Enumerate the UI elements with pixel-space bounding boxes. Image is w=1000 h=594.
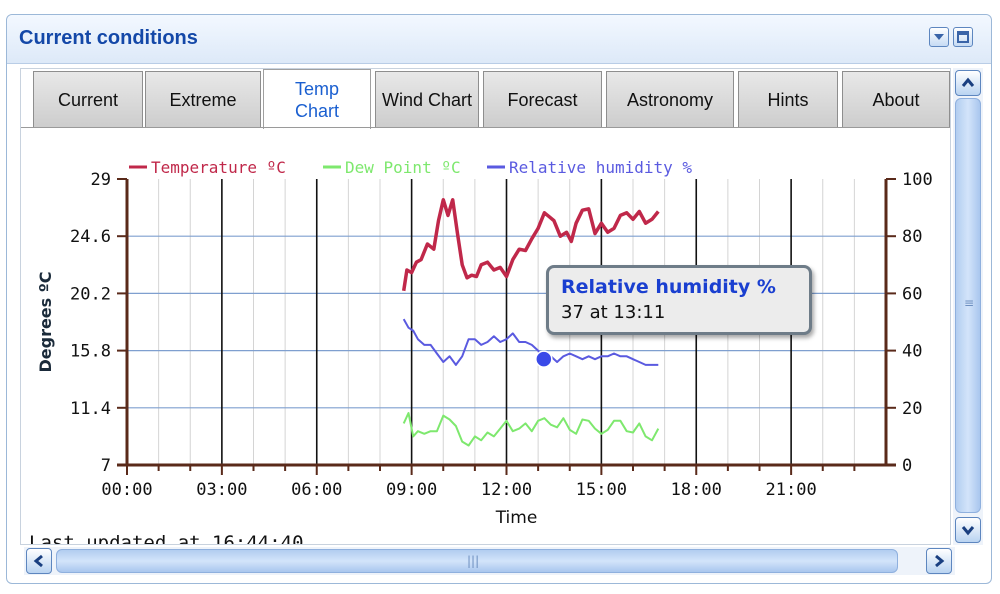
right-tick-label: 40 — [902, 342, 922, 362]
tab-hints[interactable]: Hints — [738, 71, 838, 127]
x-tick-label: 21:00 — [766, 480, 817, 500]
legend-label: Temperature ºC — [151, 158, 286, 177]
highlight-point — [535, 350, 553, 368]
chevron-down-icon — [934, 34, 944, 40]
left-tick-label: 20.2 — [70, 284, 111, 304]
vertical-scroll-thumb[interactable]: ≡ — [955, 98, 981, 513]
tooltip-title: Relative humidity % — [561, 276, 776, 298]
x-tick-label: 06:00 — [291, 480, 342, 500]
tab-wind-chart[interactable]: Wind Chart — [375, 71, 479, 127]
x-tick-label: 09:00 — [386, 480, 437, 500]
scroll-down-button[interactable] — [955, 517, 981, 543]
scroll-left-button[interactable] — [26, 548, 52, 574]
panel-title: Current conditions — [19, 27, 198, 49]
horizontal-scroll-thumb[interactable]: ||| — [56, 549, 898, 573]
tab-extreme[interactable]: Extreme — [145, 71, 261, 127]
series-line-relative — [402, 318, 659, 366]
y-axis-label: Degrees ºC — [36, 271, 55, 372]
last-updated-text: Last updated at 16:44:40 — [29, 532, 304, 545]
scroll-right-button[interactable] — [926, 548, 952, 574]
current-conditions-panel: Current conditions Current Extreme Temp Ch… — [6, 14, 992, 584]
arrow-down-icon — [961, 526, 975, 536]
tab-divider — [21, 127, 950, 128]
left-tick-label: 11.4 — [70, 399, 111, 419]
legend-label: Relative humidity % — [509, 158, 692, 177]
legend-label: Dew Point ºC — [345, 158, 461, 177]
tab-about[interactable]: About — [842, 71, 950, 127]
x-tick-label: 00:00 — [101, 480, 152, 500]
x-tick-label: 15:00 — [576, 480, 627, 500]
title-bar: Current conditions — [7, 15, 991, 64]
arrow-up-icon — [961, 77, 975, 87]
tab-current[interactable]: Current — [33, 71, 143, 127]
scroll-up-button[interactable] — [955, 70, 981, 96]
series-line-temperature — [401, 198, 660, 292]
right-tick-label: 60 — [902, 284, 922, 304]
chart-tooltip: Relative humidity % 37 at 13:11 — [546, 265, 812, 335]
vertical-scrollbar[interactable]: ≡ — [953, 68, 983, 545]
right-tick-label: 0 — [902, 456, 912, 476]
left-tick-label: 24.6 — [70, 227, 111, 247]
x-tick-label: 03:00 — [196, 480, 247, 500]
horizontal-scrollbar[interactable]: ||| — [24, 547, 955, 575]
minimize-button[interactable] — [929, 27, 949, 47]
tooltip-value: 37 at 13:11 — [561, 302, 666, 323]
panel-content: Current Extreme Temp Chart Wind Chart Foreca… — [20, 68, 951, 545]
restore-button[interactable] — [953, 27, 973, 47]
left-tick-label: 7 — [101, 456, 111, 476]
tab-temp-chart[interactable]: Temp Chart — [263, 69, 371, 129]
grip-icon: ≡ — [964, 296, 975, 310]
right-tick-label: 20 — [902, 399, 922, 419]
grip-icon: ||| — [467, 554, 480, 568]
restore-icon — [957, 31, 969, 43]
left-tick-label: 29 — [91, 170, 111, 190]
x-axis-label: Time — [495, 508, 538, 528]
arrow-left-icon — [33, 554, 43, 568]
left-tick-label: 15.8 — [70, 342, 111, 362]
tab-astronomy[interactable]: Astronomy — [606, 71, 734, 127]
x-tick-label: 12:00 — [481, 480, 532, 500]
right-tick-label: 100 — [902, 170, 933, 190]
x-tick-label: 18:00 — [671, 480, 722, 500]
series-line-dew — [402, 412, 660, 447]
tab-forecast[interactable]: Forecast — [483, 71, 602, 127]
arrow-right-icon — [935, 554, 945, 568]
right-tick-label: 80 — [902, 227, 922, 247]
